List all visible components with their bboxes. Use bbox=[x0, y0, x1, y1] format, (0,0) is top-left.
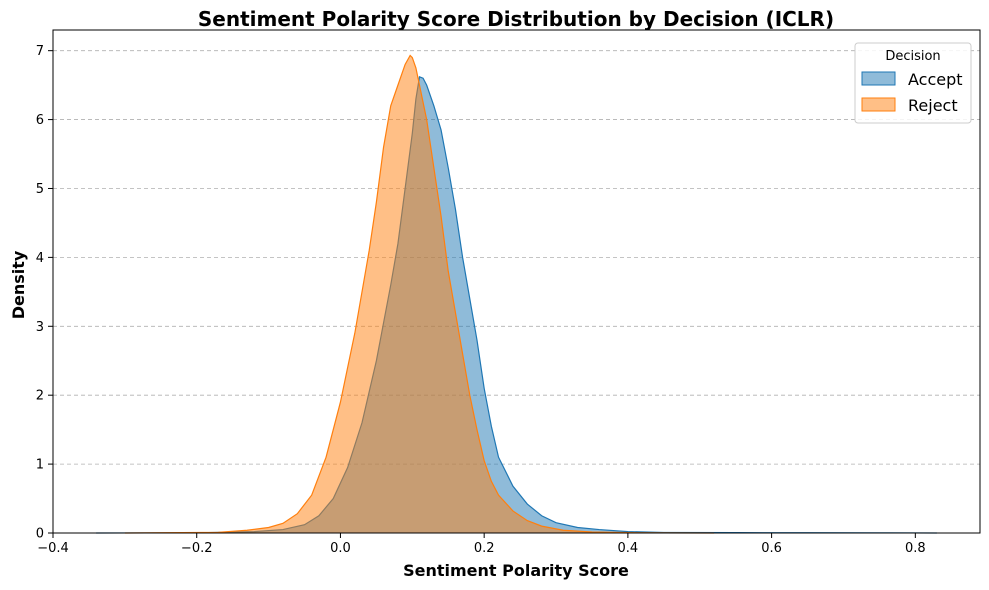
y-tick-label: 2 bbox=[36, 389, 44, 404]
legend-title: Decision bbox=[885, 49, 940, 64]
x-tick-label: 0.6 bbox=[761, 541, 782, 556]
x-tick-label: 0.4 bbox=[618, 541, 639, 556]
density-line-reject bbox=[124, 54, 715, 534]
x-tick-label: −0.4 bbox=[37, 541, 69, 556]
legend: Decision Accept Reject bbox=[854, 42, 972, 124]
series-layer bbox=[96, 54, 937, 534]
legend-label-accept: Accept bbox=[908, 70, 963, 89]
y-tick-label: 3 bbox=[36, 320, 44, 335]
density-line-accept bbox=[96, 76, 937, 534]
plot-frame bbox=[52, 29, 981, 534]
y-tick-label: 0 bbox=[36, 527, 44, 542]
x-axis-label: Sentiment Polarity Score bbox=[403, 561, 629, 580]
y-tick-label: 7 bbox=[36, 44, 44, 59]
tick-layer: −0.4 −0.2 0.0 0.2 0.4 0.6 0.8 0 1 2 3 4 5 6 7 bbox=[36, 44, 926, 556]
x-tick-label: 0.8 bbox=[905, 541, 926, 556]
chart-title: Sentiment Polarity Score Distribution by… bbox=[198, 7, 834, 31]
density-area-accept bbox=[96, 76, 937, 533]
legend-label-reject: Reject bbox=[908, 96, 958, 115]
y-tick-label: 1 bbox=[36, 458, 44, 473]
y-tick-label: 6 bbox=[36, 113, 44, 128]
density-area-reject bbox=[124, 55, 715, 534]
x-tick-label: 0.2 bbox=[474, 541, 495, 556]
grid-layer bbox=[53, 50, 980, 465]
x-tick-label: −0.2 bbox=[181, 541, 213, 556]
y-tick-label: 4 bbox=[36, 251, 44, 266]
legend-swatch-reject bbox=[861, 97, 896, 112]
y-tick-label: 5 bbox=[36, 182, 44, 197]
legend-swatch-accept bbox=[861, 71, 896, 86]
y-axis-label: Density bbox=[9, 250, 28, 319]
x-tick-label: 0.0 bbox=[330, 541, 351, 556]
